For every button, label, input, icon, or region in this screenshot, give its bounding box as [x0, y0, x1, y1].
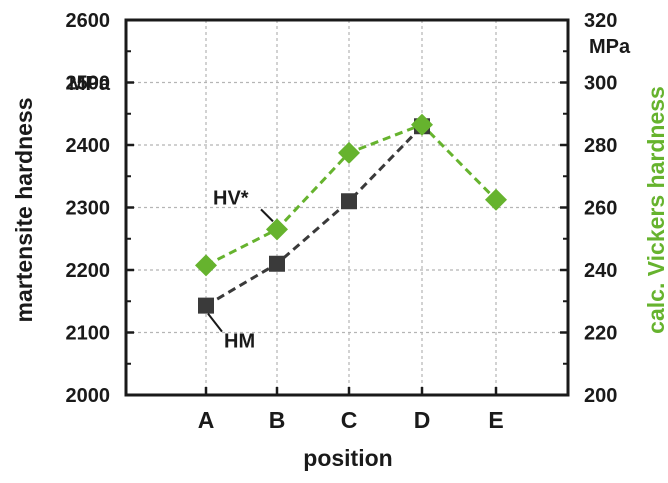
right-tick-label: 240 — [584, 260, 617, 282]
hv-leader-line — [260, 208, 274, 223]
left-tick-labels: 2000 2100 2200 2300 2400 2500 2600 — [66, 10, 111, 407]
x-tick-label: D — [414, 407, 431, 433]
right-unit-label: MPa — [589, 36, 631, 58]
hm-point — [198, 297, 214, 314]
left-tick-label: 2300 — [66, 198, 111, 220]
right-tick-label: 220 — [584, 323, 617, 345]
left-tick-label: 2400 — [66, 135, 111, 157]
x-tick-label: E — [488, 407, 503, 433]
hv-point — [485, 188, 507, 211]
right-tick-label: 320 — [584, 10, 617, 32]
hv-point — [411, 113, 433, 136]
x-tick-labels: A B C D E — [198, 407, 504, 433]
left-tick-label: 2600 — [66, 10, 111, 32]
right-tick-label: 200 — [584, 385, 617, 407]
left-tick-label: 2500 — [66, 73, 111, 95]
x-tick-label: C — [341, 407, 358, 433]
hv-point — [195, 254, 217, 277]
x-tick-label: B — [269, 407, 286, 433]
right-axis-title: calc. Vickers hardness — [643, 86, 668, 334]
left-axis-title: martensite hardness — [11, 98, 37, 323]
right-tick-label: 280 — [584, 135, 617, 157]
series-line-hm — [205, 125, 424, 307]
hm-point — [269, 255, 285, 272]
x-tick-label: A — [198, 407, 215, 433]
right-tick-labels: 200 220 240 260 280 300 320 — [584, 10, 617, 407]
right-tick-label: 260 — [584, 198, 617, 220]
left-tick-label: 2100 — [66, 323, 111, 345]
annotations: HM HV* — [207, 187, 274, 353]
grid — [126, 20, 568, 395]
axes — [124, 18, 570, 397]
hm-leader-line — [207, 313, 223, 333]
x-axis-title: position — [303, 445, 392, 471]
left-tick-label: 2200 — [66, 260, 111, 282]
hm-point — [341, 193, 357, 210]
hv-point — [266, 218, 288, 241]
right-tick-label: 300 — [584, 73, 617, 95]
hm-label: HM — [224, 331, 255, 353]
series-layer — [195, 113, 507, 314]
left-unit-label: MPa — [69, 73, 111, 95]
hv-point — [338, 141, 360, 164]
hv-label: HV* — [213, 187, 249, 209]
left-tick-label: 2000 — [66, 385, 111, 407]
